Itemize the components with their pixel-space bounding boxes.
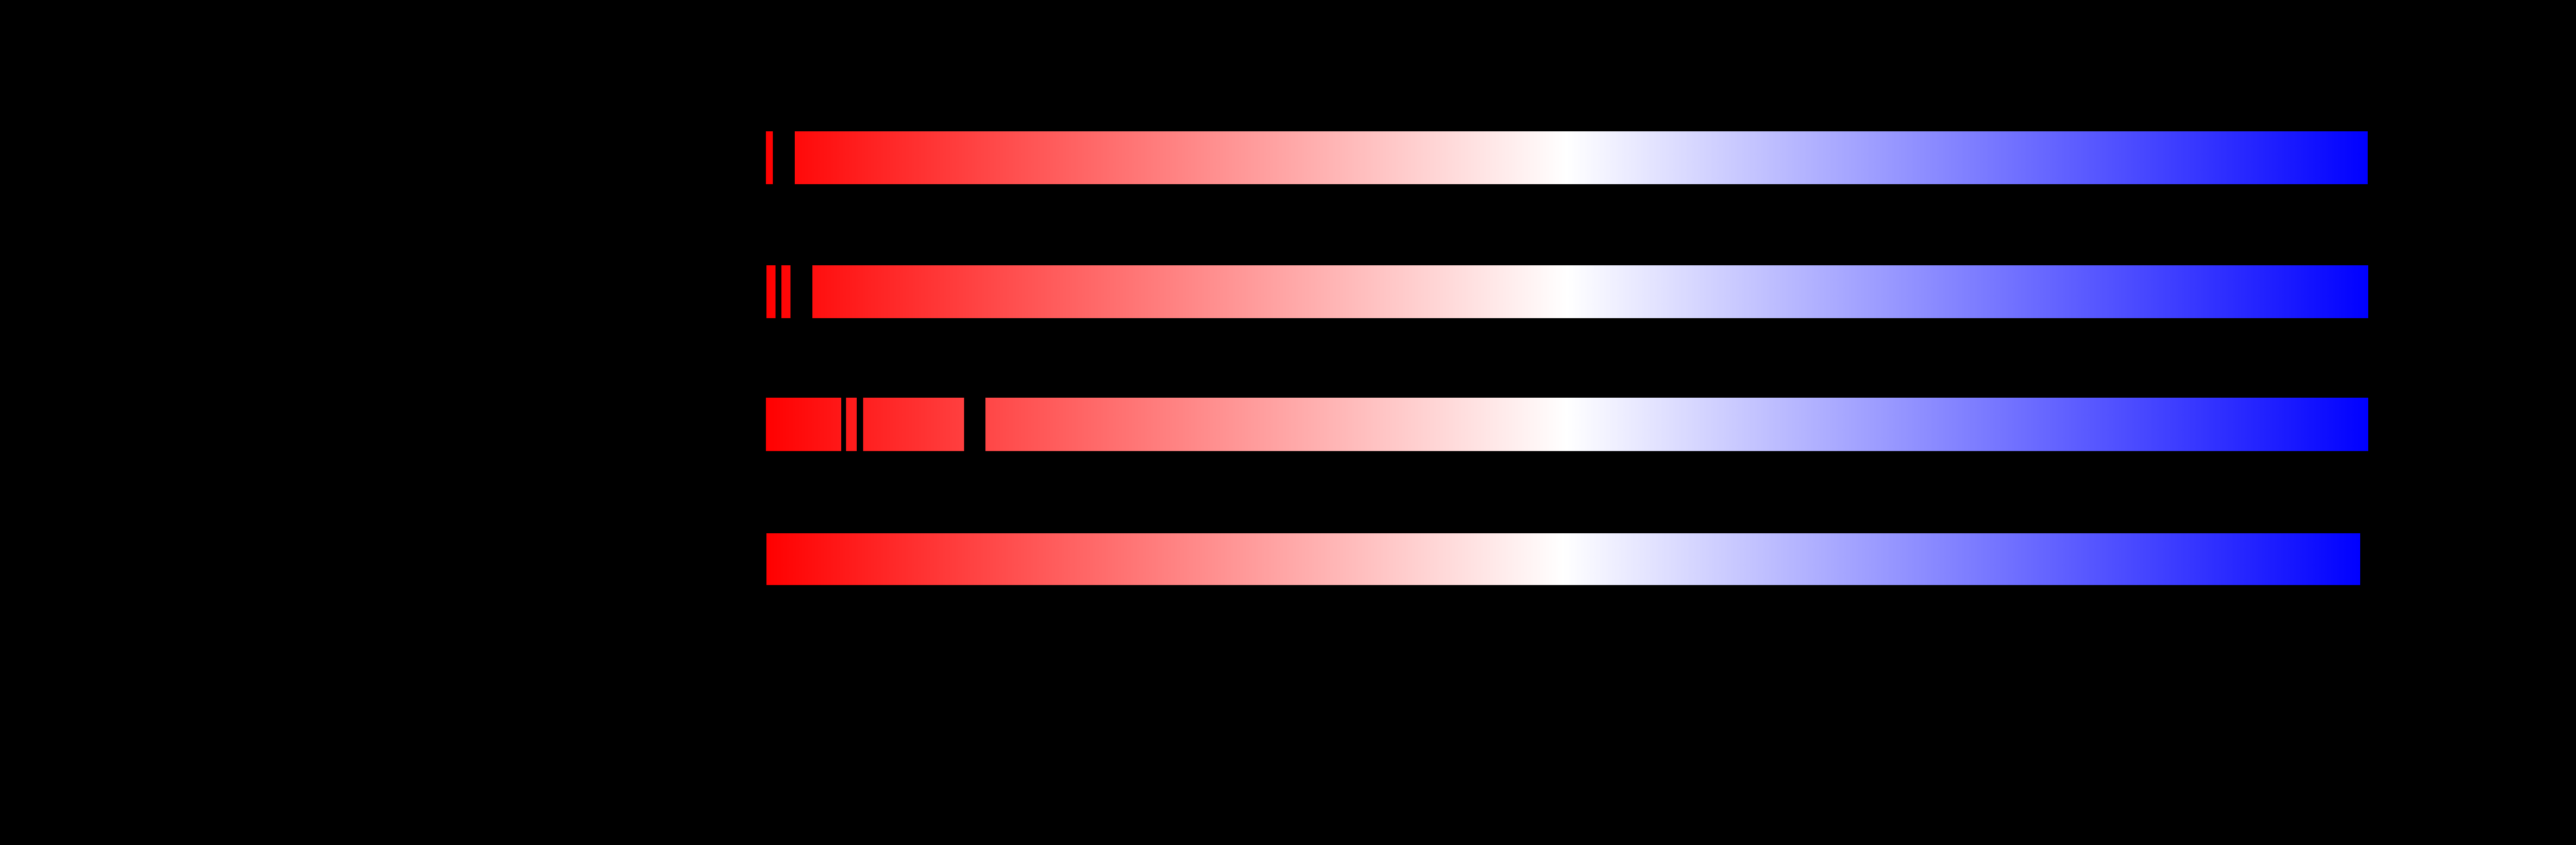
bar-gap xyxy=(773,131,795,184)
bar-gap xyxy=(776,265,781,318)
bar-gap xyxy=(790,265,812,318)
bar-gap xyxy=(857,398,863,451)
gradient-bar-strip-1 xyxy=(766,131,2368,184)
gradient-bar-strip-2 xyxy=(766,265,2368,318)
bar-gap xyxy=(841,398,846,451)
gradient-bar-strip-3 xyxy=(766,398,2368,451)
bar-gap xyxy=(964,398,985,451)
gradient-bar-strip-4 xyxy=(766,533,2360,585)
